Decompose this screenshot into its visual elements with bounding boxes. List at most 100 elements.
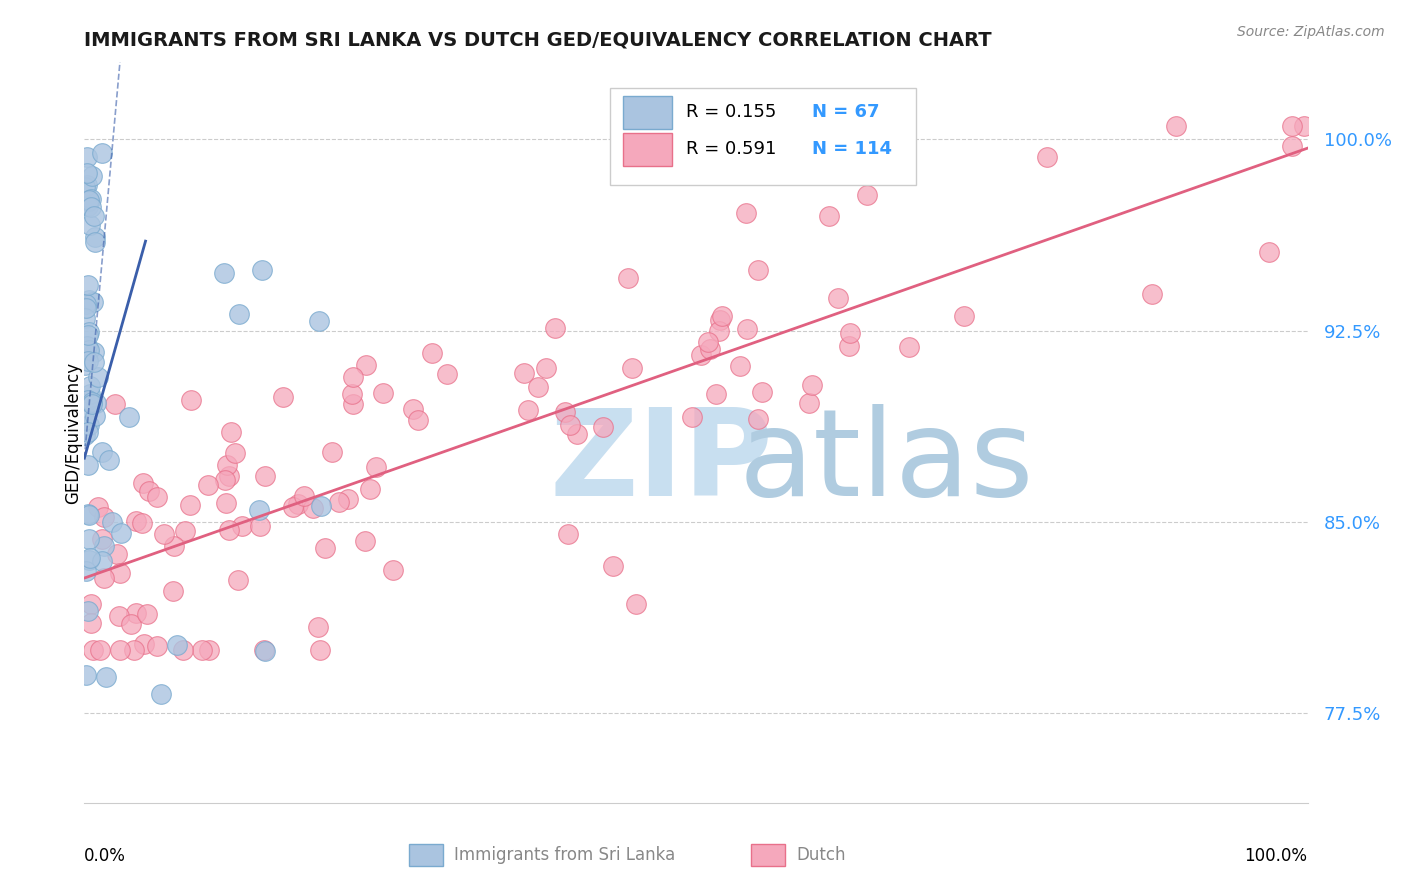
Point	[89, 642, 111, 657]
Point	[90, 533, 112, 547]
Point	[77, 194, 100, 208]
Point	[247, 503, 270, 517]
Point	[191, 642, 214, 657]
Point	[77, 604, 100, 618]
Point	[107, 608, 129, 623]
Point	[76, 166, 98, 180]
Point	[558, 418, 581, 433]
Point	[80, 396, 103, 410]
Point	[166, 639, 188, 653]
Point	[84, 235, 107, 249]
Point	[302, 501, 325, 516]
Text: atlas: atlas	[738, 404, 1035, 521]
Point	[73, 427, 96, 442]
Text: IMMIGRANTS FROM SRI LANKA VS DUTCH GED/EQUIVALENCY CORRELATION CHART: IMMIGRANTS FROM SRI LANKA VS DUTCH GED/E…	[84, 30, 993, 50]
Point	[897, 340, 920, 354]
Point	[621, 360, 644, 375]
Point	[83, 210, 105, 224]
Point	[108, 566, 131, 580]
Point	[91, 445, 114, 459]
Point	[402, 401, 425, 416]
Point	[707, 324, 730, 338]
Point	[827, 291, 849, 305]
Text: N = 67: N = 67	[813, 103, 880, 121]
Point	[76, 150, 98, 164]
Point	[1142, 287, 1164, 301]
Point	[75, 311, 97, 326]
Text: 0.0%: 0.0%	[84, 847, 127, 865]
Point	[353, 534, 375, 549]
Point	[82, 169, 104, 183]
Point	[534, 360, 557, 375]
Point	[342, 370, 364, 384]
Point	[436, 368, 458, 382]
Point	[73, 180, 96, 194]
Point	[359, 482, 381, 496]
Point	[624, 598, 647, 612]
Point	[681, 409, 703, 424]
Point	[80, 192, 103, 206]
Point	[162, 583, 184, 598]
Point	[709, 312, 731, 326]
Point	[77, 194, 100, 208]
Point	[228, 307, 250, 321]
Point	[86, 369, 108, 384]
Point	[76, 328, 98, 343]
Text: Immigrants from Sri Lanka: Immigrants from Sri Lanka	[454, 846, 675, 863]
Point	[735, 206, 758, 220]
Point	[122, 642, 145, 657]
Point	[93, 571, 115, 585]
Point	[84, 396, 107, 410]
Point	[838, 339, 860, 353]
Point	[134, 637, 156, 651]
Point	[544, 320, 567, 334]
Point	[747, 411, 769, 425]
Point	[125, 514, 148, 528]
Point	[96, 670, 118, 684]
Point	[281, 500, 304, 515]
Point	[86, 500, 108, 514]
Y-axis label: GED/Equivalency: GED/Equivalency	[65, 361, 82, 504]
Point	[696, 334, 718, 349]
Point	[82, 395, 104, 409]
Text: Dutch: Dutch	[796, 846, 846, 863]
FancyBboxPatch shape	[610, 88, 917, 185]
Point	[83, 344, 105, 359]
Point	[224, 446, 246, 460]
Point	[1257, 245, 1279, 260]
Point	[513, 367, 536, 381]
Point	[747, 263, 769, 277]
Point	[149, 687, 172, 701]
Point	[737, 321, 759, 335]
Bar	[623, 95, 672, 129]
Point	[79, 418, 101, 433]
Point	[93, 539, 115, 553]
Point	[250, 263, 273, 277]
Point	[336, 492, 359, 507]
Point	[856, 188, 879, 202]
Point	[77, 425, 100, 440]
Point	[287, 497, 309, 511]
Point	[406, 413, 429, 427]
Point	[75, 564, 97, 578]
Point	[104, 397, 127, 411]
Point	[135, 607, 157, 622]
Point	[76, 507, 98, 521]
Point	[818, 210, 841, 224]
Text: N = 114: N = 114	[813, 140, 893, 158]
Point	[77, 199, 100, 213]
Point	[83, 355, 105, 369]
Text: Source: ZipAtlas.com: Source: ZipAtlas.com	[1237, 25, 1385, 39]
Point	[689, 348, 711, 362]
Point	[152, 526, 174, 541]
Point	[517, 403, 540, 417]
Point	[592, 420, 614, 434]
Point	[228, 574, 250, 588]
Point	[197, 478, 219, 492]
Point	[172, 642, 194, 657]
Point	[308, 642, 330, 657]
Text: 100.0%: 100.0%	[1244, 847, 1308, 865]
Point	[699, 342, 721, 356]
Point	[1281, 120, 1303, 134]
Point	[321, 445, 343, 459]
